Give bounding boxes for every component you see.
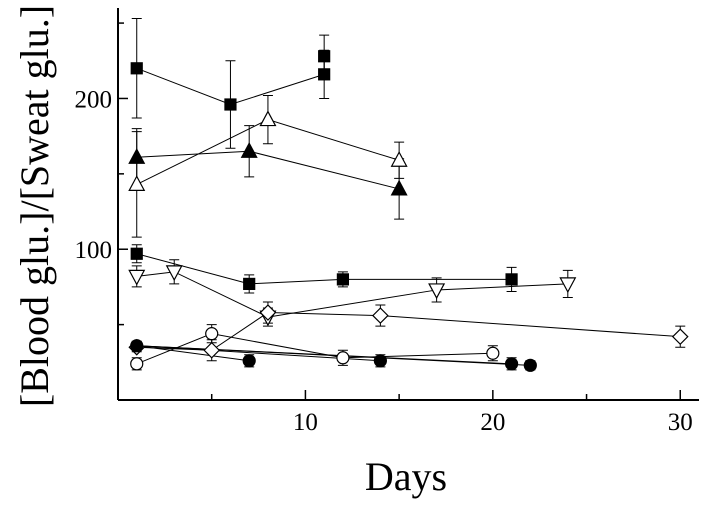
y-tick-label: 200 [75,86,113,113]
data-point-triangle-up [128,147,146,164]
data-point-triangle-down [428,283,446,300]
data-point-triangle-down [559,277,577,294]
x-tick-label: 30 [668,409,693,436]
data-point-square [224,98,237,111]
data-point-circle [130,339,144,353]
data-point-circle [486,346,500,360]
data-point-circle [130,357,144,371]
data-point-square [336,273,350,286]
y-tick-label: 100 [75,237,113,264]
series-lines [136,56,681,366]
series-line [136,333,493,365]
data-point-square [318,50,331,63]
x-tick-label: 20 [480,409,505,436]
data-point-diamond [372,307,389,324]
series-line [136,253,512,285]
series-line-segment [136,345,531,366]
data-point-circle [205,327,219,341]
series-line-segment [136,345,250,362]
data-point-square [505,273,518,286]
x-tick-label: 10 [293,409,318,436]
data-point-triangle-down [165,265,183,282]
data-point-triangle-up [240,141,258,158]
data-point-triangle-up [390,151,408,167]
y-axis-title: [Blood glu.]/[Sweat glu.] [12,5,57,407]
data-point-circle [336,351,350,365]
data-point-square [130,62,143,75]
data-point-triangle-up [259,110,277,127]
axis-ticks [118,22,682,400]
data-points [128,50,689,372]
x-axis-title: Days [365,454,447,499]
data-point-square [318,68,331,81]
data-point-circle [373,354,387,368]
series-line [136,312,681,351]
tick-labels: 100 200 10 20 30 [75,86,693,436]
data-point-circle [523,358,537,372]
data-point-square [243,277,256,291]
data-point-diamond [259,304,277,321]
data-point-diamond [671,328,689,346]
series-line [136,150,400,190]
data-point-triangle-up [128,175,146,191]
series-line [136,271,568,318]
data-point-circle [504,357,519,371]
data-point-square [130,247,143,260]
data-point-triangle-up [390,179,408,196]
data-point-diamond [203,341,221,359]
data-point-triangle-down [128,269,146,286]
data-point-circle [242,354,256,368]
